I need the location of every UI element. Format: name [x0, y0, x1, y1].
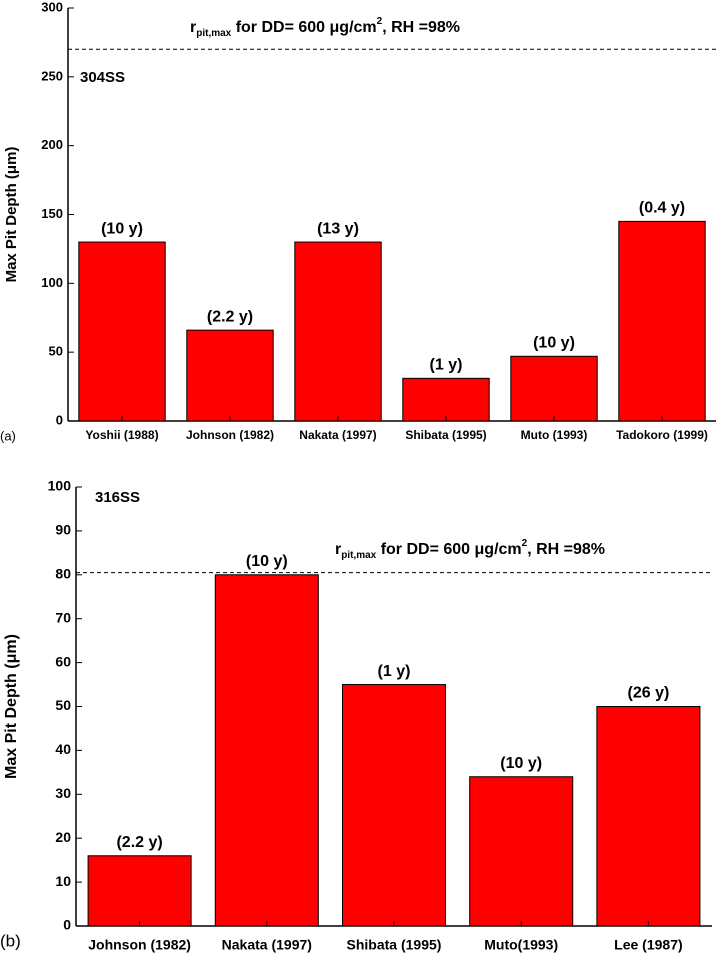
- bar-annotation: (0.4 y): [639, 200, 685, 217]
- x-tick-label: Tadokoro (1999): [616, 428, 708, 442]
- reference-label-part: for DD= 600 μg/cm: [231, 19, 376, 36]
- bar: [78, 241, 166, 422]
- series-label: 316SS: [95, 489, 140, 506]
- reference-label-part: r: [335, 541, 341, 558]
- y-tick-label: 100: [41, 275, 63, 290]
- reference-label-part: r: [190, 19, 196, 36]
- x-tick-label: Shibata (1995): [347, 937, 442, 953]
- reference-label-part: , RH =98%: [527, 541, 605, 558]
- reference-label: rpit,max for DD= 600 μg/cm2, RH =98%: [190, 16, 460, 39]
- reference-label-part: , RH =98%: [382, 19, 460, 36]
- bar: [596, 706, 701, 927]
- y-axis-label: Max Pit Depth (μm): [3, 634, 20, 779]
- series-label: 304SS: [80, 69, 125, 86]
- x-tick-label: Muto(1993): [484, 937, 558, 953]
- panel-label: (b): [0, 931, 21, 950]
- bar-annotation: (2.2 y): [116, 834, 162, 851]
- reference-label-sup: 2: [522, 538, 528, 549]
- panel-label: (a): [0, 428, 16, 443]
- y-tick-label: 0: [63, 917, 71, 933]
- x-tick-label: Shibata (1995): [405, 428, 486, 442]
- y-tick-label: 80: [55, 566, 71, 582]
- reference-label-sub: pit,max: [341, 550, 376, 561]
- reference-label: rpit,max for DD= 600 μg/cm2, RH =98%: [335, 538, 605, 561]
- y-tick-label: 0: [56, 412, 63, 427]
- reference-label-sub: pit,max: [196, 28, 231, 39]
- bar: [469, 776, 574, 927]
- y-tick-label: 250: [41, 68, 63, 83]
- bar: [186, 329, 274, 422]
- bar-annotation: (10 y): [246, 553, 288, 570]
- y-tick-label: 90: [55, 522, 71, 538]
- y-axis-label: Max Pit Depth (μm): [3, 147, 20, 283]
- y-tick-label: 150: [41, 206, 63, 221]
- bar: [618, 220, 706, 422]
- bar: [87, 855, 192, 927]
- bar-annotation: (26 y): [628, 685, 670, 702]
- y-tick-label: 100: [48, 478, 72, 494]
- x-tick-label: Nakata (1997): [222, 937, 312, 953]
- x-tick-label: Yoshii (1988): [85, 428, 158, 442]
- y-tick-label: 50: [49, 344, 63, 359]
- bar: [510, 355, 598, 422]
- y-tick-label: 10: [55, 873, 71, 889]
- bar: [402, 377, 490, 422]
- x-tick-label: Muto (1993): [521, 428, 588, 442]
- x-tick-label: Nakata (1997): [299, 428, 376, 442]
- bar-annotation: (10 y): [101, 220, 143, 237]
- bar-annotation: (1 y): [430, 357, 463, 374]
- bar-annotation: (10 y): [500, 755, 542, 772]
- y-tick-label: 20: [55, 829, 71, 845]
- y-tick-label: 60: [55, 653, 71, 669]
- x-tick-label: Lee (1987): [614, 937, 682, 953]
- reference-label-part: for DD= 600 μg/cm: [376, 541, 521, 558]
- y-tick-label: 200: [41, 137, 63, 152]
- bar-annotation: (2.2 y): [207, 308, 253, 325]
- y-tick-label: 30: [55, 785, 71, 801]
- y-tick-label: 70: [55, 609, 71, 625]
- y-tick-label: 300: [41, 0, 63, 14]
- x-tick-label: Johnson (1982): [186, 428, 274, 442]
- bar-annotation: (1 y): [378, 663, 411, 680]
- y-tick-label: 50: [55, 697, 71, 713]
- y-tick-label: 40: [55, 741, 71, 757]
- bar-annotation: (13 y): [317, 220, 359, 237]
- reference-label-sup: 2: [377, 16, 383, 27]
- bar: [294, 241, 382, 422]
- x-tick-label: Johnson (1982): [88, 937, 191, 953]
- bar-annotation: (10 y): [533, 335, 575, 352]
- bar: [214, 574, 319, 927]
- bar: [341, 684, 447, 927]
